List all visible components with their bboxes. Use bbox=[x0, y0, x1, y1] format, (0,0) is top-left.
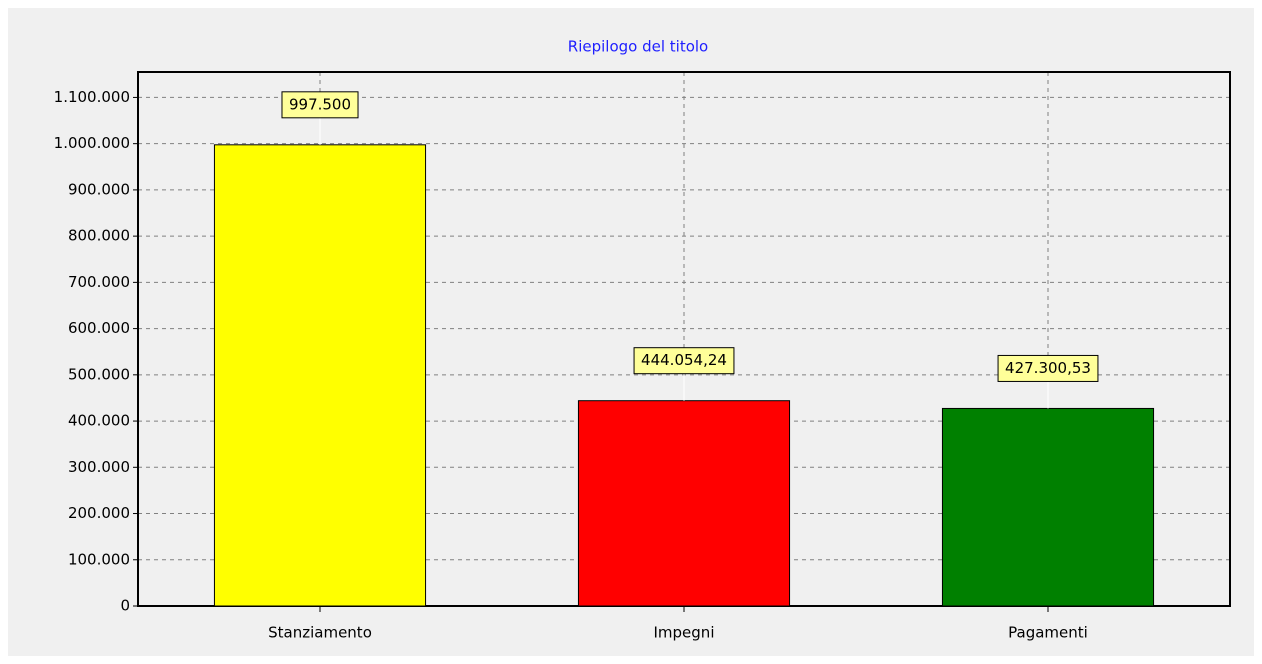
y-tick-label: 1.100.000 bbox=[54, 88, 130, 106]
data-label: 427.300,53 bbox=[1005, 359, 1091, 377]
data-label-box bbox=[633, 347, 735, 375]
y-tick-label: 300.000 bbox=[68, 458, 130, 476]
bar bbox=[213, 144, 427, 607]
y-tick-label: 900.000 bbox=[68, 180, 130, 198]
y-tick-label: 500.000 bbox=[68, 365, 130, 383]
y-tick-label: 700.000 bbox=[68, 273, 130, 291]
data-label-box bbox=[997, 354, 1099, 382]
x-tick-label: Impegni bbox=[654, 624, 715, 642]
data-label: 444.054,24 bbox=[641, 351, 727, 369]
data-label-box bbox=[281, 91, 359, 119]
y-tick-label: 400.000 bbox=[68, 412, 130, 430]
chart-title: Riepilogo del titolo bbox=[568, 38, 708, 56]
y-tick-label: 600.000 bbox=[68, 319, 130, 337]
y-tick-label: 1.000.000 bbox=[54, 134, 130, 152]
y-tick-label: 200.000 bbox=[68, 504, 130, 522]
bar bbox=[577, 400, 791, 607]
x-tick-label: Stanziamento bbox=[268, 624, 372, 642]
y-tick-label: 800.000 bbox=[68, 227, 130, 245]
x-tick-label: Pagamenti bbox=[1008, 624, 1088, 642]
y-tick-label: 0 bbox=[120, 597, 130, 615]
data-label: 997.500 bbox=[289, 95, 351, 113]
y-tick-label: 100.000 bbox=[68, 550, 130, 568]
bar bbox=[941, 407, 1155, 607]
